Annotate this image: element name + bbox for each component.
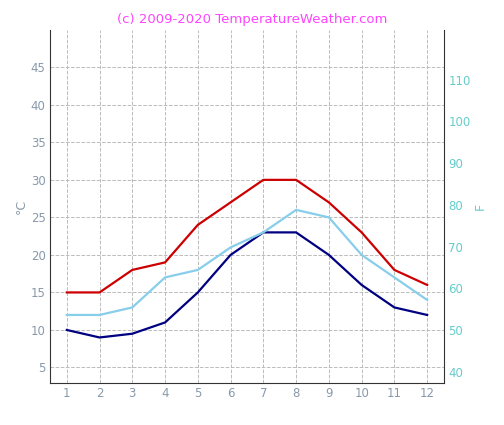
Y-axis label: °C: °C	[15, 198, 28, 214]
Text: (c) 2009-2020 TemperatureWeather.com: (c) 2009-2020 TemperatureWeather.com	[117, 13, 387, 26]
Y-axis label: F: F	[474, 203, 486, 210]
